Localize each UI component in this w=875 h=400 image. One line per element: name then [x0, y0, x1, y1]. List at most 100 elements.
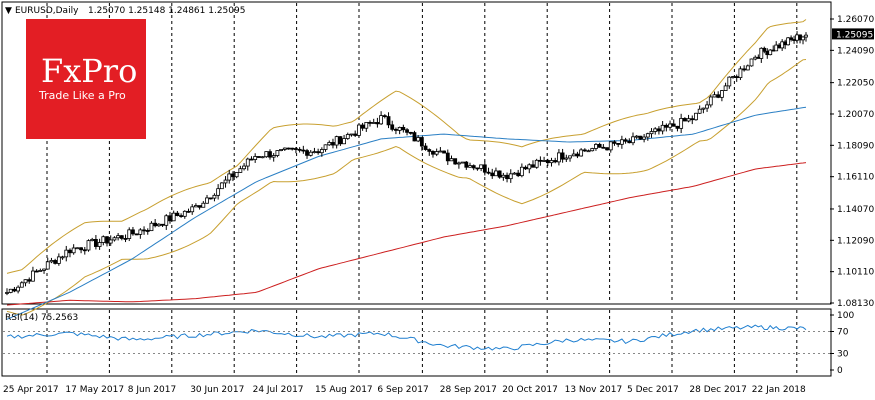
- candle-body: [795, 34, 799, 41]
- candle-body: [716, 94, 721, 98]
- candle-body: [90, 239, 95, 242]
- candle-body: [323, 144, 328, 150]
- candle-body: [186, 210, 191, 213]
- candle-body: [82, 249, 87, 252]
- candle-body: [612, 141, 617, 144]
- candle-body: [131, 229, 135, 235]
- candle-body: [108, 239, 113, 244]
- candle-body: [382, 115, 387, 118]
- candle-body: [660, 124, 665, 132]
- candle-body: [723, 85, 728, 91]
- price-tick-label: 1.24090: [837, 46, 874, 56]
- candle-body: [23, 279, 28, 284]
- main-pane-frame: [1, 1, 832, 305]
- candle-body: [457, 162, 461, 165]
- candle-body: [701, 107, 706, 110]
- candle-body: [238, 168, 243, 173]
- candle-body: [60, 256, 65, 259]
- candle-body: [268, 151, 272, 158]
- candle-body: [575, 153, 580, 157]
- candle-body: [282, 147, 287, 150]
- time-tick-label: 28 Sep 2017: [440, 385, 497, 395]
- candle-body: [371, 122, 376, 124]
- candle-body: [93, 239, 98, 247]
- candle-body: [582, 149, 587, 152]
- bollinger-upper: [6, 19, 807, 274]
- candle-body: [642, 136, 647, 140]
- candle-body: [542, 160, 546, 162]
- candle-body: [227, 173, 232, 181]
- candle-body: [79, 247, 83, 251]
- candle-body: [419, 137, 424, 147]
- candle-body: [105, 236, 109, 244]
- candle-body: [765, 50, 770, 56]
- vertical-grid: [46, 3, 798, 375]
- candle-body: [449, 158, 454, 162]
- candle-body: [545, 160, 550, 164]
- price-tick-label: 1.08130: [837, 299, 874, 309]
- time-tick-label: 17 May 2017: [65, 385, 124, 395]
- candle-body: [397, 126, 402, 131]
- candle-body: [568, 155, 572, 159]
- time-tick-label: 25 Apr 2017: [3, 385, 59, 395]
- candle-body: [342, 138, 346, 145]
- candle-body: [286, 147, 291, 150]
- time-tick-label: 22 Jan 2018: [752, 385, 806, 395]
- candle-body: [534, 159, 539, 168]
- candle-body: [279, 148, 284, 151]
- rsi-tick-label: 30: [837, 350, 849, 360]
- candle-body: [616, 142, 621, 145]
- moving-averages: [6, 106, 807, 320]
- bollinger-bands: [6, 19, 807, 316]
- candle-body: [745, 65, 750, 71]
- candle-body: [792, 39, 796, 41]
- candle-body: [727, 76, 732, 87]
- candle-body: [675, 125, 680, 129]
- candle-body: [523, 166, 528, 170]
- rsi-tick-label: 70: [837, 328, 849, 338]
- candle-body: [271, 155, 276, 158]
- price-tick-label: 1.26070: [837, 15, 874, 25]
- candle-body: [442, 150, 446, 154]
- candle-body: [749, 58, 754, 67]
- candle-body: [175, 212, 180, 216]
- current-price-tag: 1.25095: [832, 28, 874, 40]
- candle-body: [657, 128, 661, 132]
- candle-body: [308, 151, 313, 156]
- candle-body: [390, 124, 395, 130]
- time-tick-label: 8 Jun 2017: [128, 385, 176, 395]
- candle-body: [668, 123, 672, 128]
- candle-body: [427, 149, 432, 152]
- candle-body: [759, 47, 764, 59]
- triangle-down-icon[interactable]: ▼: [5, 6, 12, 16]
- candle-body: [49, 260, 54, 263]
- price-tick-label: 1.14070: [837, 205, 874, 215]
- candle-body: [686, 118, 691, 122]
- candle-body: [319, 149, 324, 154]
- candle-body: [208, 197, 213, 200]
- candle-body: [804, 34, 808, 38]
- candle-body: [197, 205, 202, 208]
- candle-body: [742, 68, 747, 71]
- candle-body: [482, 164, 487, 173]
- candle-body: [353, 133, 358, 136]
- candle-body: [338, 136, 343, 145]
- candle-body: [394, 128, 398, 131]
- candle-body: [249, 158, 254, 161]
- rsi-label: RSI(14) 75.2563: [5, 313, 78, 323]
- candle-body: [401, 126, 406, 131]
- candle-body: [171, 212, 176, 222]
- candle-body: [564, 157, 569, 160]
- candle-body: [253, 156, 258, 160]
- candle-body: [245, 158, 250, 167]
- time-axis: 25 Apr 2017 17 May 2017 8 Jun 2017 30 Jun 2…: [3, 385, 806, 395]
- rsi-pane-frame: [1, 308, 832, 377]
- candle-body: [594, 143, 598, 149]
- rsi-tick-label: 100: [837, 311, 854, 321]
- candle-body: [290, 147, 295, 150]
- time-tick-label: 24 Jul 2017: [253, 385, 304, 395]
- candle-body: [416, 137, 421, 142]
- candle-body: [216, 188, 221, 196]
- candle-body: [631, 136, 635, 144]
